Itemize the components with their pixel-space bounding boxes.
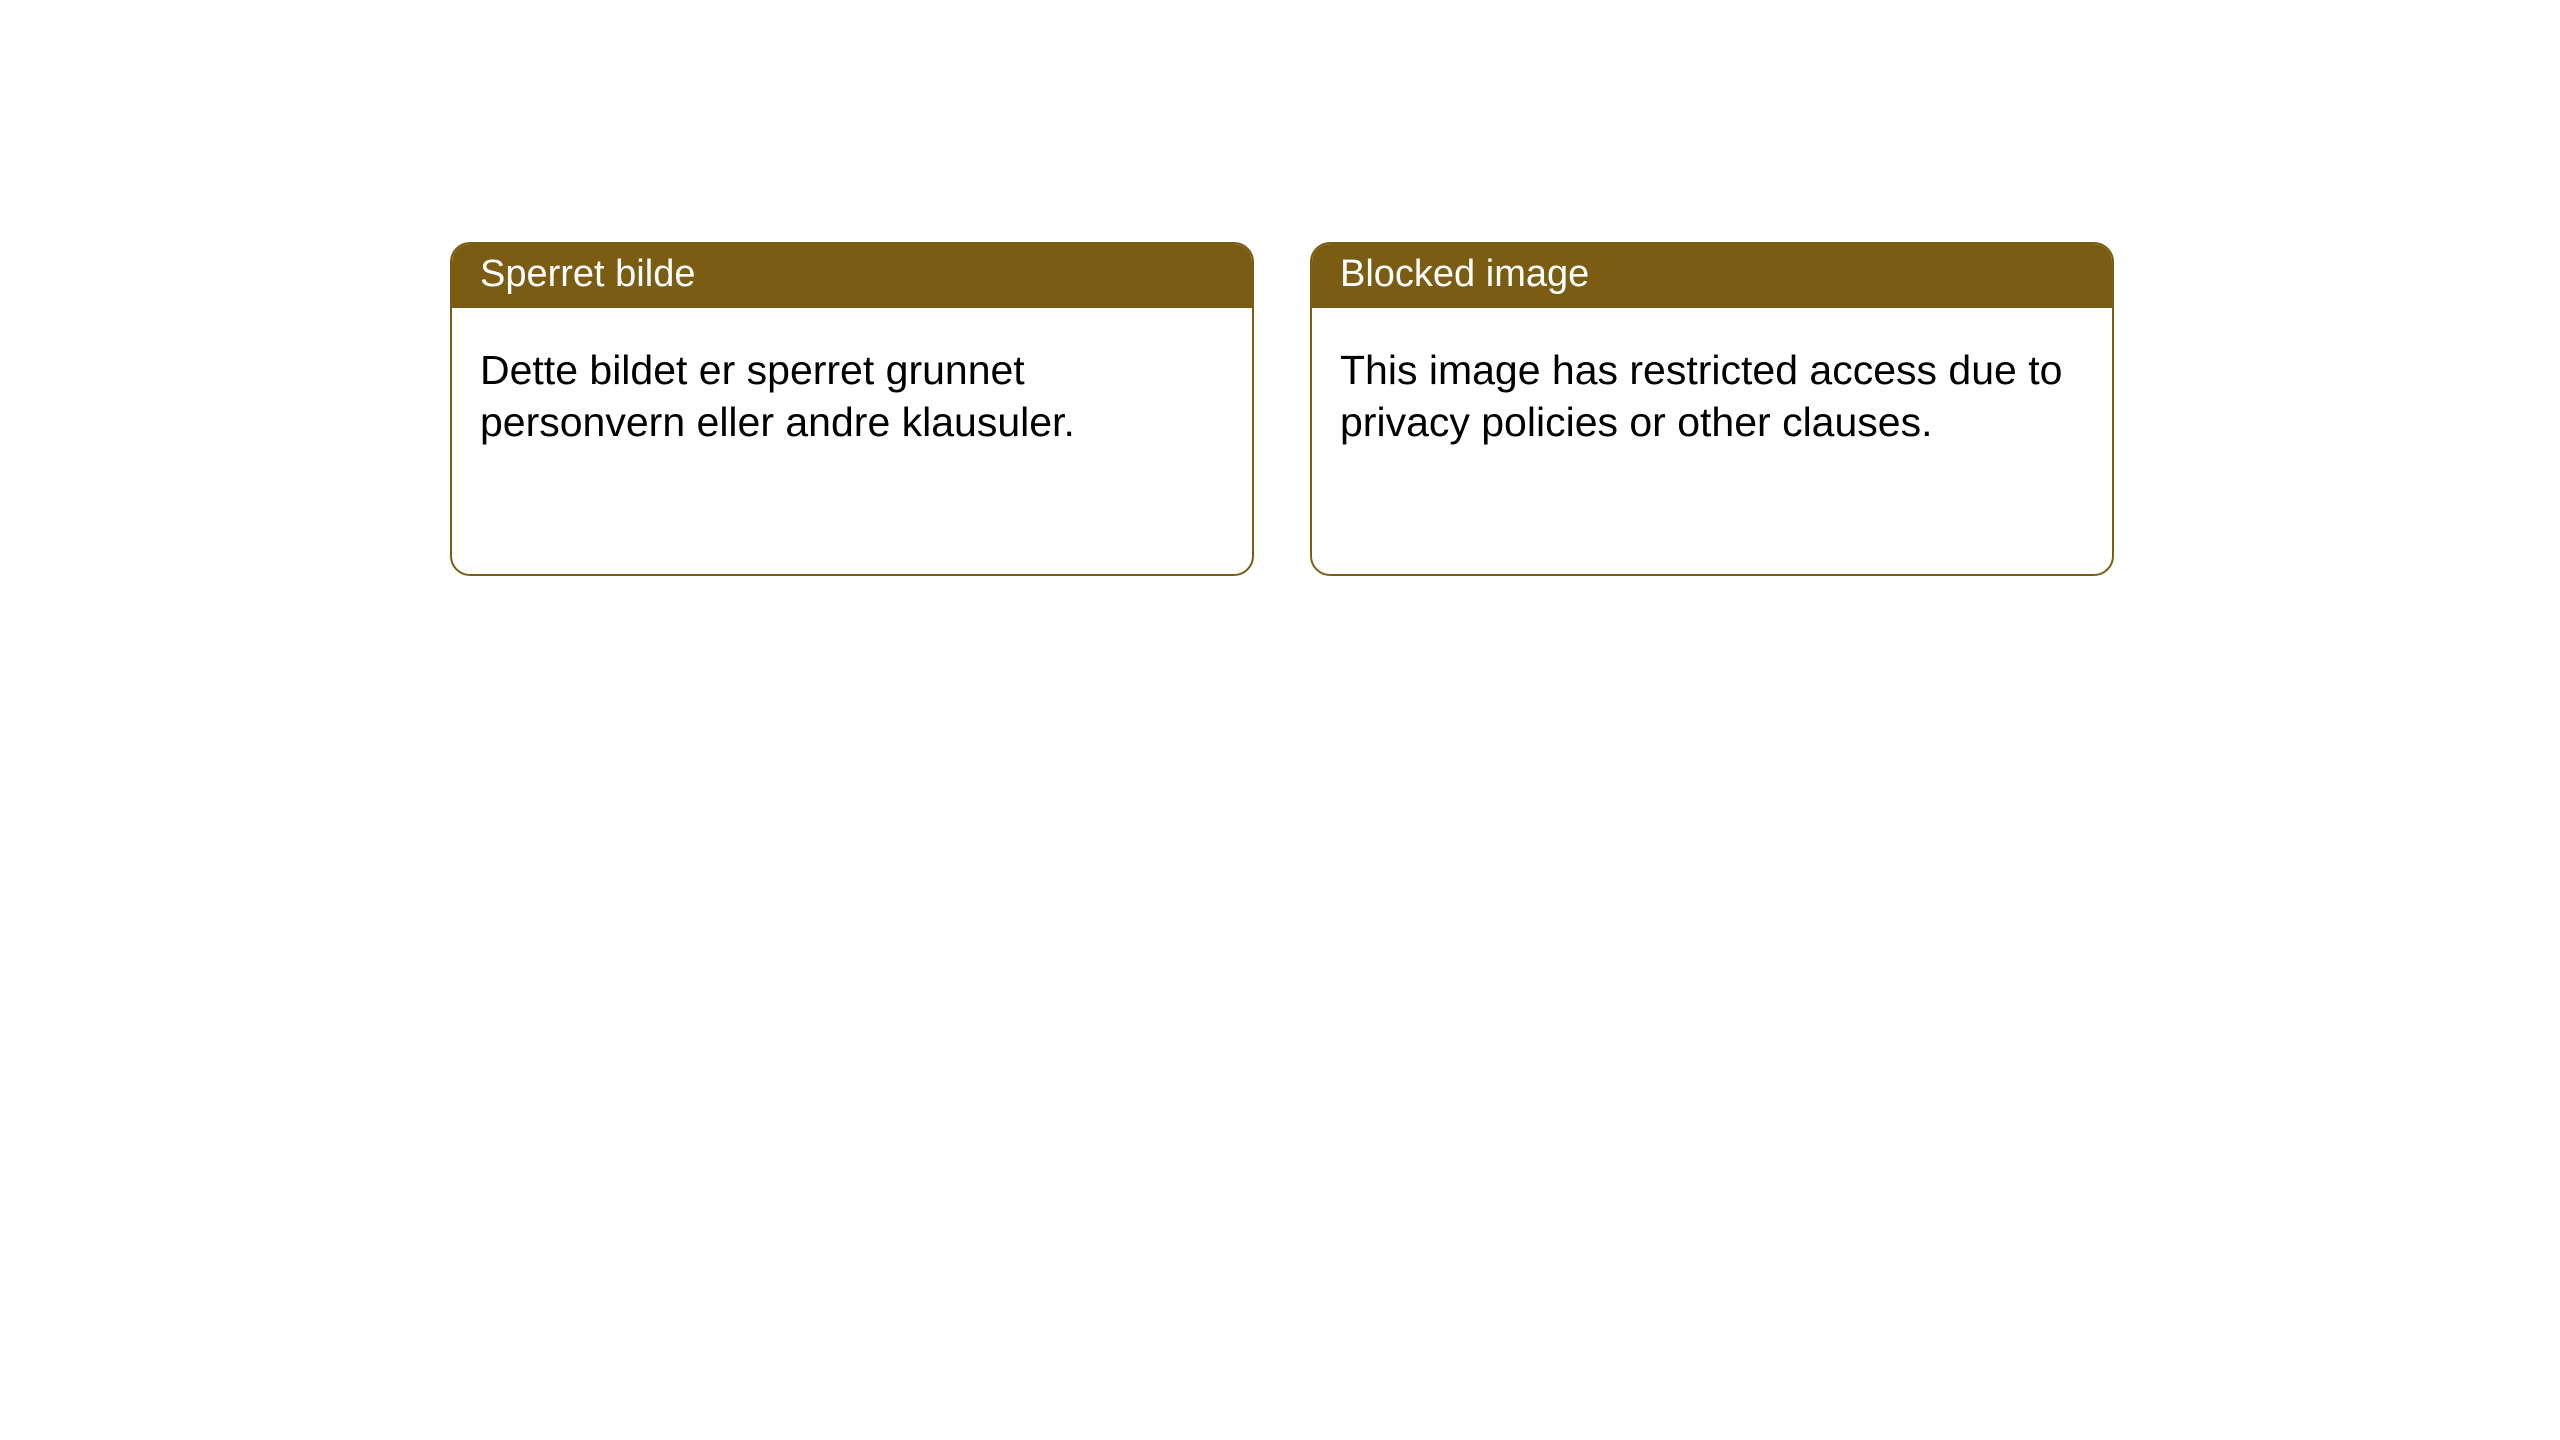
notice-card-norwegian: Sperret bilde Dette bildet er sperret gr… <box>450 242 1254 576</box>
notice-card-title: Blocked image <box>1312 244 2112 308</box>
notice-cards-container: Sperret bilde Dette bildet er sperret gr… <box>450 242 2560 576</box>
notice-card-english: Blocked image This image has restricted … <box>1310 242 2114 576</box>
notice-card-body: Dette bildet er sperret grunnet personve… <box>452 308 1252 485</box>
notice-card-title: Sperret bilde <box>452 244 1252 308</box>
notice-card-body: This image has restricted access due to … <box>1312 308 2112 485</box>
